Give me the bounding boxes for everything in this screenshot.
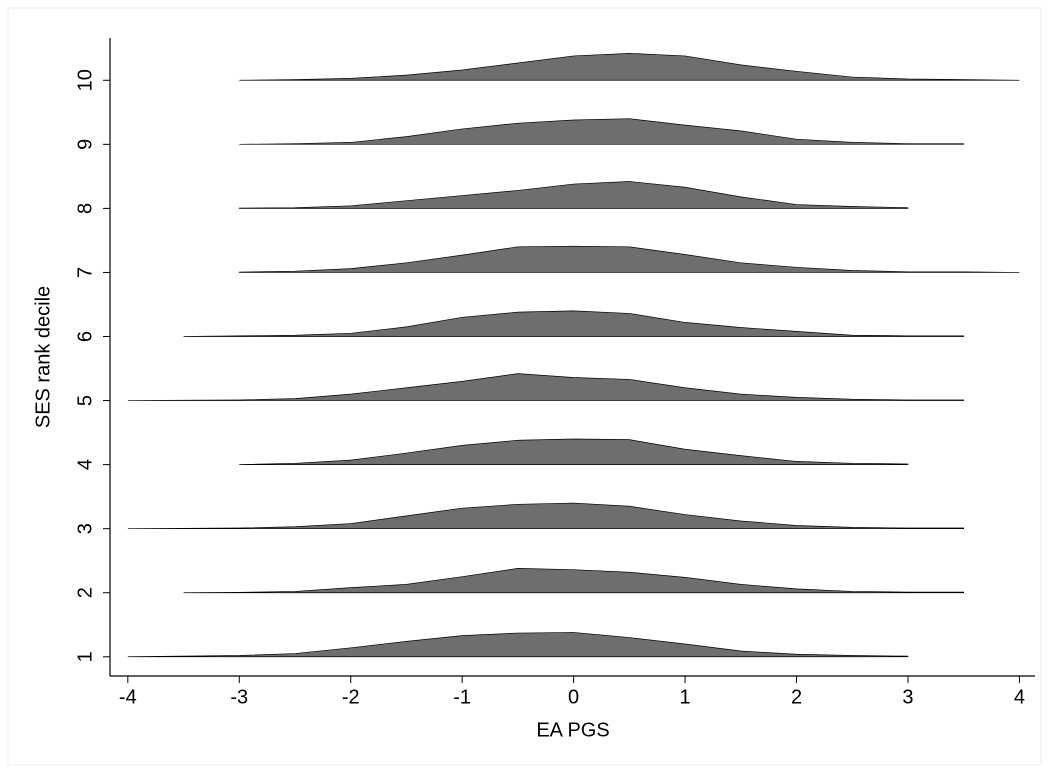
x-tick-label: -2: [342, 686, 360, 708]
ridge: [238, 245, 1020, 273]
x-tick-label: -3: [230, 686, 248, 708]
ridge: [183, 310, 965, 337]
y-tick-label: 7: [74, 267, 96, 278]
ridge: [127, 373, 965, 401]
y-axis-label: SES rank decile: [32, 286, 54, 428]
y-tick-label: 8: [74, 203, 96, 214]
ridge: [239, 53, 1020, 81]
ridge: [239, 438, 909, 465]
y-tick-label: 5: [74, 395, 96, 406]
y-tick-label: 10: [74, 69, 96, 91]
y-tick-label: 6: [74, 331, 96, 342]
y-tick-label: 1: [74, 651, 96, 662]
ridge: [183, 568, 965, 594]
x-axis-label: EA PGS: [536, 719, 609, 741]
x-tick-label: -1: [453, 686, 471, 708]
x-tick-label: -4: [119, 686, 137, 708]
ridge: [127, 632, 909, 658]
ridge: [239, 118, 965, 145]
x-tick-label: 2: [791, 686, 802, 708]
ridge: [238, 181, 909, 209]
y-tick-label: 3: [74, 523, 96, 534]
x-tick-label: 1: [679, 686, 690, 708]
x-tick-label: 4: [1014, 686, 1025, 708]
x-tick-label: 3: [902, 686, 913, 708]
ridge: [127, 502, 965, 530]
y-tick-label: 4: [74, 459, 96, 470]
y-tick-label: 9: [74, 139, 96, 150]
y-tick-label: 2: [74, 587, 96, 598]
x-tick-label: 0: [568, 686, 579, 708]
